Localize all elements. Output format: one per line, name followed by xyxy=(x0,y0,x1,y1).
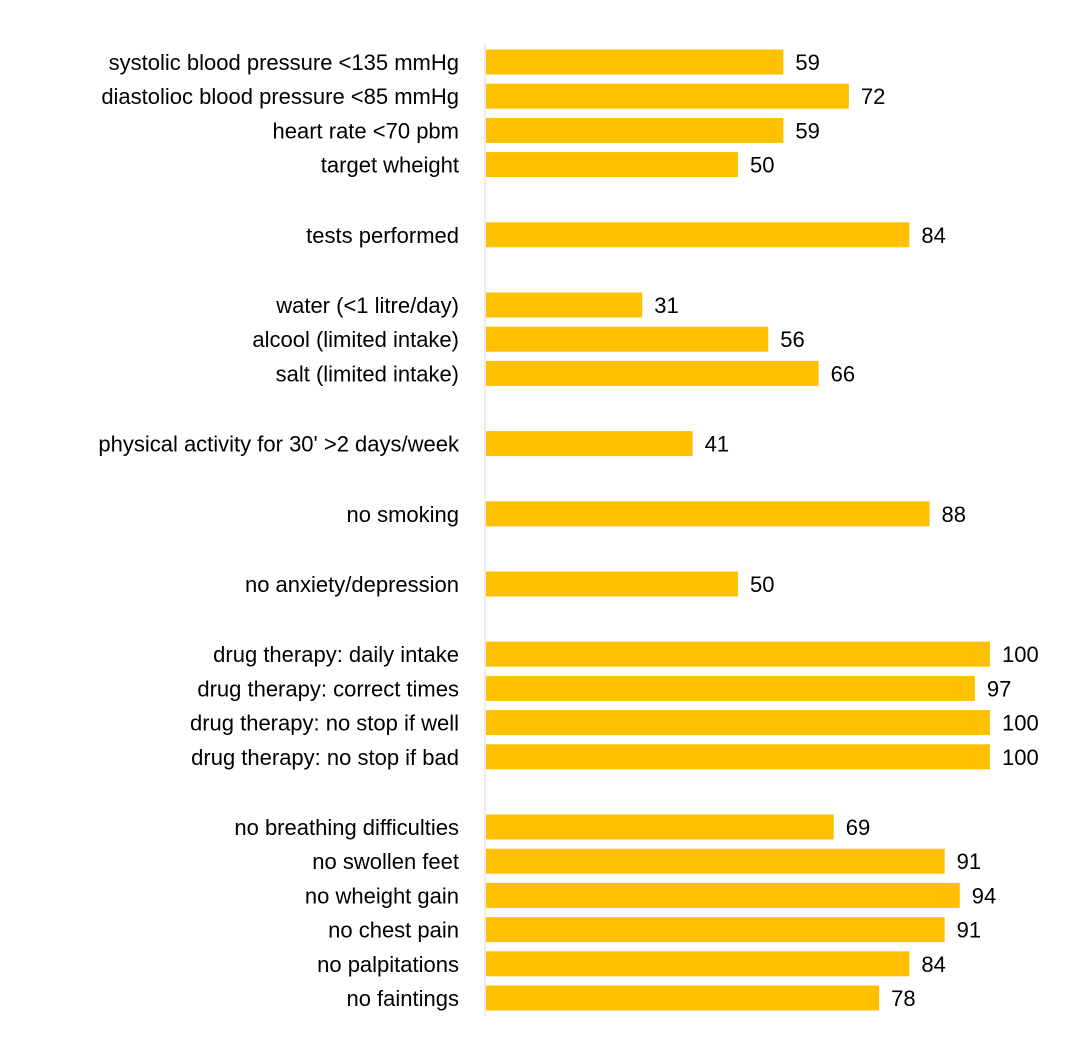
bar xyxy=(486,917,945,943)
category-label: no breathing difficulties xyxy=(234,815,459,840)
bars-group xyxy=(486,49,990,1011)
value-label: 59 xyxy=(795,50,819,75)
bar xyxy=(486,744,990,770)
value-label: 78 xyxy=(891,986,915,1011)
value-label: 100 xyxy=(1002,711,1039,736)
bar xyxy=(486,152,738,178)
category-label: diastolioc blood pressure <85 mmHg xyxy=(101,84,459,109)
category-label: drug therapy: no stop if bad xyxy=(191,745,459,770)
category-label: no anxiety/depression xyxy=(245,572,459,597)
bar xyxy=(486,641,990,667)
category-label: drug therapy: correct times xyxy=(197,676,459,701)
value-label: 97 xyxy=(987,676,1011,701)
value-label: 94 xyxy=(972,883,996,908)
bar xyxy=(486,951,910,977)
value-label: 91 xyxy=(957,918,981,943)
category-label: no swollen feet xyxy=(312,849,459,874)
value-label: 84 xyxy=(921,223,945,248)
category-label: heart rate <70 pbm xyxy=(272,118,459,143)
bar xyxy=(486,222,910,248)
bar xyxy=(486,882,960,908)
category-label: tests performed xyxy=(306,223,459,248)
bar xyxy=(486,571,738,597)
category-label: systolic blood pressure <135 mmHg xyxy=(109,50,459,75)
value-label: 66 xyxy=(831,361,855,386)
value-label: 69 xyxy=(846,815,870,840)
value-label: 84 xyxy=(921,952,945,977)
value-label: 100 xyxy=(1002,745,1039,770)
category-label: no palpitations xyxy=(317,952,459,977)
value-label: 50 xyxy=(750,153,774,178)
category-label: alcool (limited intake) xyxy=(252,327,459,352)
bar xyxy=(486,675,975,701)
bar xyxy=(486,83,849,109)
category-label: no wheight gain xyxy=(305,883,459,908)
bar xyxy=(486,360,819,386)
category-label: target wheight xyxy=(321,153,459,178)
bar xyxy=(486,985,880,1011)
bar xyxy=(486,814,834,840)
value-label: 50 xyxy=(750,572,774,597)
value-label: 59 xyxy=(795,118,819,143)
bar xyxy=(486,431,693,457)
value-label: 72 xyxy=(861,84,885,109)
value-label: 31 xyxy=(654,293,678,318)
category-label: drug therapy: no stop if well xyxy=(190,711,459,736)
bar xyxy=(486,326,769,352)
value-labels-group: 59 72 59 50 84 31 56 66 41 88 50 100 97 100 100 69 91 94 9… xyxy=(654,50,1038,1011)
value-label: 91 xyxy=(957,849,981,874)
bar xyxy=(486,292,643,318)
value-label: 88 xyxy=(942,502,966,527)
value-label: 41 xyxy=(705,432,729,457)
bar xyxy=(486,848,945,874)
value-label: 56 xyxy=(780,327,804,352)
value-label: 100 xyxy=(1002,642,1039,667)
category-label: water (<1 litre/day) xyxy=(275,293,459,318)
category-label: no faintings xyxy=(346,986,459,1011)
category-label: physical activity for 30' >2 days/week xyxy=(98,432,460,457)
category-label: drug therapy: daily intake xyxy=(213,642,459,667)
category-label: no chest pain xyxy=(328,918,459,943)
bar xyxy=(486,117,784,143)
category-label: no smoking xyxy=(346,502,459,527)
category-labels-group: systolic blood pressure <135 mmHg diastol… xyxy=(98,50,460,1011)
bar xyxy=(486,501,930,527)
bar xyxy=(486,49,784,75)
category-label: salt (limited intake) xyxy=(276,361,459,386)
bar xyxy=(486,710,990,736)
